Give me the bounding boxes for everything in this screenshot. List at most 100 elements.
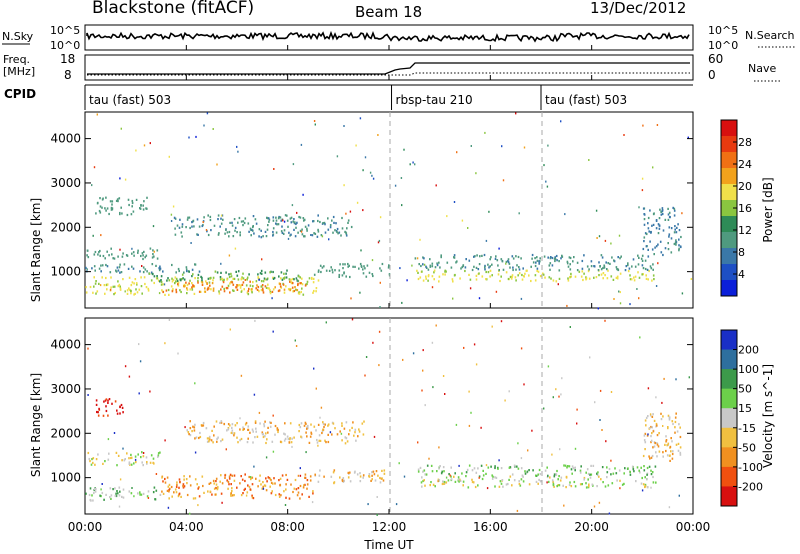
heatmap-cell	[159, 265, 161, 268]
colorbar-tick-label: 12	[738, 224, 752, 237]
heatmap-cell	[113, 257, 116, 260]
heatmap-cell	[122, 488, 125, 491]
heatmap-cell	[403, 148, 405, 151]
heatmap-cell	[594, 401, 596, 404]
heatmap-cell	[218, 290, 220, 293]
heatmap-cell	[254, 420, 257, 423]
heatmap-cell	[556, 469, 558, 473]
heatmap-cell	[668, 233, 671, 236]
heatmap-cell	[157, 279, 160, 282]
heatmap-cell	[353, 471, 356, 474]
heatmap-cell	[656, 442, 658, 445]
heatmap-cell	[130, 456, 133, 459]
heatmap-cell	[679, 453, 682, 456]
heatmap-cell	[526, 470, 529, 473]
heatmap-cell	[265, 235, 268, 238]
heatmap-cell	[89, 460, 91, 463]
heatmap-cell	[417, 468, 420, 471]
colorbar-tick-label: 24	[738, 158, 752, 171]
noise-right-tick-low: 10^0	[708, 39, 738, 52]
heatmap-cell	[555, 473, 558, 476]
heatmap-cell	[203, 124, 205, 127]
heatmap-cell	[164, 477, 166, 481]
heatmap-cell	[439, 465, 441, 468]
heatmap-cell	[244, 479, 246, 483]
heatmap-cell	[243, 288, 245, 291]
heatmap-cell	[263, 425, 266, 428]
heatmap-cell	[300, 230, 303, 233]
heatmap-cell	[228, 254, 231, 257]
heatmap-cell	[193, 292, 196, 295]
heatmap-cell	[304, 483, 306, 486]
heatmap-cell	[271, 290, 274, 293]
heatmap-cell	[431, 286, 434, 289]
heatmap-cell	[116, 464, 118, 467]
heatmap-cell	[232, 235, 235, 238]
heatmap-cell	[328, 238, 330, 241]
heatmap-cell	[283, 288, 286, 291]
cpid-label: CPID	[4, 87, 36, 101]
heatmap-cell	[265, 432, 267, 435]
heatmap-cell	[300, 282, 302, 285]
heatmap-cell	[90, 463, 93, 466]
heatmap-cell	[558, 269, 561, 272]
heatmap-cell	[642, 207, 645, 210]
heatmap-cell	[619, 257, 621, 260]
heatmap-cell	[664, 218, 667, 221]
heatmap-cell	[450, 478, 453, 481]
heatmap-cell	[285, 488, 287, 491]
heatmap-cell	[232, 283, 235, 286]
heatmap-cell	[513, 464, 516, 467]
heatmap-cell	[201, 424, 203, 427]
heatmap-cell	[141, 265, 143, 267]
heatmap-cell	[199, 435, 202, 439]
heatmap-cell	[117, 200, 119, 203]
heatmap-cell	[261, 284, 264, 287]
heatmap-cell	[116, 490, 118, 493]
heatmap-cell	[341, 422, 343, 425]
heatmap-cell	[652, 430, 655, 433]
heatmap-cell	[259, 422, 261, 425]
heatmap-cell	[210, 288, 212, 291]
heatmap-cell	[511, 275, 513, 278]
heatmap-cell	[607, 484, 610, 487]
heatmap-cell	[372, 470, 375, 473]
heatmap-cell	[312, 220, 315, 223]
heatmap-cell	[345, 421, 348, 424]
heatmap-cell	[639, 336, 641, 339]
heatmap-cell	[183, 271, 185, 274]
heatmap-cell	[204, 290, 207, 293]
heatmap-cell	[197, 233, 199, 236]
heatmap-cell	[248, 273, 250, 276]
heatmap-cell	[563, 504, 565, 507]
colorbar-segment	[721, 200, 737, 217]
heatmap-cell	[182, 483, 185, 486]
heatmap-cell	[470, 145, 472, 147]
heatmap-cell	[539, 473, 542, 476]
heatmap-cell	[426, 464, 429, 467]
colorbar-segment	[721, 388, 737, 409]
heatmap-cell	[110, 276, 112, 279]
heatmap-cell	[567, 265, 570, 268]
heatmap-cell	[662, 451, 664, 454]
heatmap-cell	[97, 414, 100, 417]
heatmap-cell	[166, 489, 169, 492]
heatmap-cell	[207, 277, 210, 280]
heatmap-cell	[130, 456, 132, 460]
heatmap-cell	[211, 429, 213, 432]
heatmap-cell	[571, 472, 573, 475]
heatmap-cell	[145, 207, 147, 210]
heatmap-cell	[356, 201, 359, 204]
heatmap-cell	[104, 460, 106, 463]
heatmap-cell	[146, 461, 148, 464]
heatmap-cell	[678, 244, 680, 247]
heatmap-cell	[123, 459, 126, 462]
heatmap-cell	[541, 272, 544, 275]
heatmap-cell	[189, 427, 192, 430]
heatmap-cell	[116, 409, 118, 412]
heatmap-cell	[177, 352, 179, 355]
heatmap-cell	[315, 429, 317, 432]
heatmap-cell	[615, 276, 618, 279]
heatmap-cell	[270, 270, 272, 273]
heatmap-cell	[424, 404, 426, 407]
